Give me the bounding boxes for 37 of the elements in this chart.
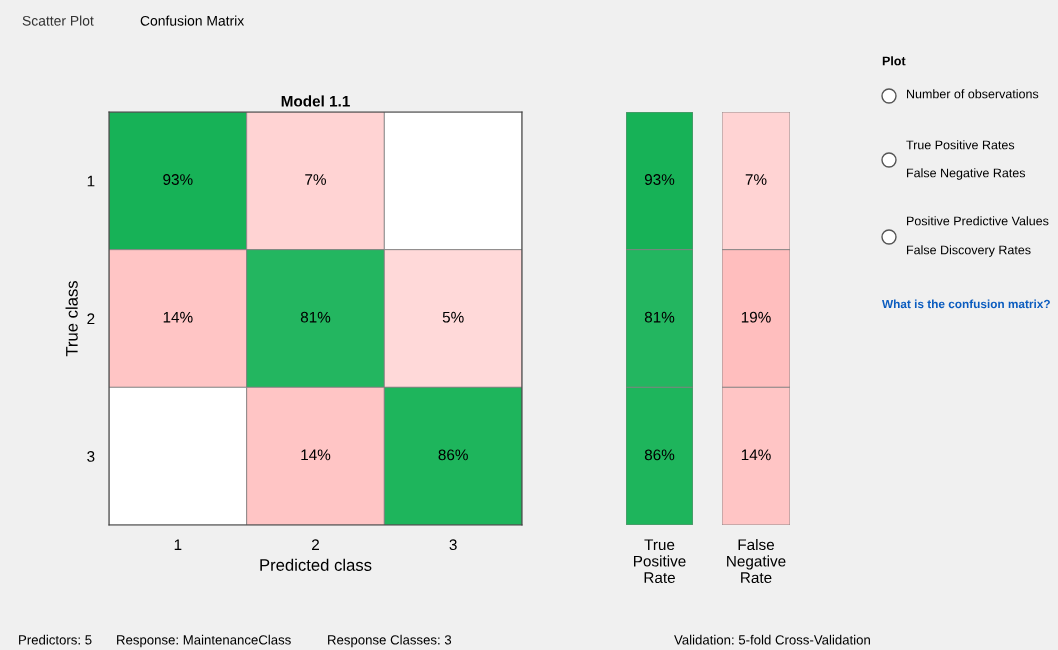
text: Response: MaintenanceClass (117, 634, 291, 648)
y-axis-title: True class (65, 280, 78, 357)
x-tick-label: 1 (174, 539, 182, 550)
text: False Discovery Rates (907, 245, 1031, 257)
text: Predictors: 5 (19, 634, 92, 645)
data-label: 14% (741, 449, 771, 461)
data-label: 93% (163, 174, 193, 185)
x-axis-title: Predicted class (260, 558, 372, 571)
data-label: 93% (644, 174, 675, 185)
x-tick-label: True Positive Rate (634, 539, 686, 584)
data-label: 86% (438, 449, 468, 461)
chart-title: Model 1.1 (281, 95, 350, 107)
text: False Negative Rates (907, 168, 1026, 180)
text: Plot (882, 56, 906, 66)
text: Confusion Matrix (140, 15, 245, 26)
y-tick-label: 3 (87, 451, 95, 462)
text: Validation: 5-fold Cross-Validation (674, 634, 870, 645)
data-label: 14% (163, 311, 193, 323)
data-label: 19% (741, 311, 771, 323)
x-tick-label: 2 (312, 539, 319, 550)
data-label: 7% (745, 174, 767, 185)
text: Scatter Plot (22, 15, 94, 26)
x-tick-label: 3 (449, 539, 457, 551)
data-label: 14% (301, 449, 331, 461)
x-tick-label: False Negative Rate (727, 538, 786, 584)
data-label: 86% (644, 449, 675, 461)
data-label: 81% (300, 311, 331, 323)
data-label: 5% (442, 311, 464, 323)
text: Positive Predictive Values (907, 216, 1049, 226)
text: True Positive Rates (906, 140, 1015, 150)
y-tick-label: 2 (87, 313, 95, 325)
text: What is the confusion matrix? (882, 299, 1050, 309)
y-tick-label: 1 (87, 175, 95, 187)
data-label: 7% (305, 174, 326, 185)
text: Number of observations (907, 89, 1039, 99)
text: Response Classes: 3 (328, 634, 452, 648)
data-label: 81% (644, 311, 675, 323)
